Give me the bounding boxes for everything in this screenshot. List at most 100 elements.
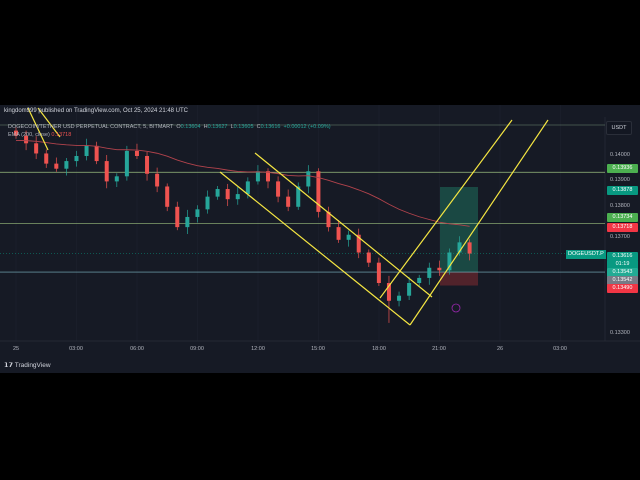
high-value: 0.13627 bbox=[207, 124, 228, 130]
tradingview-logo[interactable]: 𝟭𝟳 TradingView bbox=[4, 361, 51, 369]
candle-body bbox=[245, 181, 250, 195]
price-tick: 0.13900 bbox=[610, 177, 630, 183]
candle-body bbox=[114, 176, 119, 182]
time-tick: 21:00 bbox=[432, 346, 446, 352]
time-tick: 12:00 bbox=[251, 346, 265, 352]
low-value: 0.13605 bbox=[233, 124, 254, 130]
time-tick: 03:00 bbox=[69, 346, 83, 352]
candle-body bbox=[306, 171, 311, 187]
candle-body bbox=[417, 277, 422, 283]
price-tag: 0.13490 bbox=[607, 284, 638, 293]
price-chart[interactable] bbox=[0, 105, 640, 373]
candle-body bbox=[235, 194, 240, 200]
candle-body bbox=[124, 150, 129, 177]
symbol-legend: DOGECOIN/TETHER USD PERPETUAL CONTRACT, … bbox=[8, 124, 331, 130]
candle-body bbox=[24, 135, 29, 144]
price-tag: 0.13542 bbox=[607, 276, 638, 285]
long-position-loss-zone bbox=[440, 272, 478, 286]
candle-body bbox=[34, 143, 39, 154]
candle-body bbox=[427, 267, 432, 278]
candle-body bbox=[376, 262, 381, 283]
candle-body bbox=[437, 267, 442, 271]
candle-body bbox=[336, 227, 341, 240]
time-tick: 03:00 bbox=[553, 346, 567, 352]
time-tick: 25 bbox=[12, 346, 20, 352]
candle-body bbox=[346, 234, 351, 240]
candle-body bbox=[286, 196, 291, 207]
candle-body bbox=[84, 145, 89, 156]
change-value: +0.00012 (+0.09%) bbox=[283, 124, 331, 130]
candle-body bbox=[296, 186, 301, 207]
ema-legend[interactable]: EMA (200, close) 0.13718 bbox=[8, 132, 71, 138]
candle-body bbox=[134, 150, 139, 156]
brand-name: TradingView bbox=[14, 362, 51, 369]
open-value: 0.13604 bbox=[180, 124, 201, 130]
candle-body bbox=[467, 242, 472, 254]
close-value: 0.13616 bbox=[260, 124, 281, 130]
time-tick: 26 bbox=[496, 346, 504, 352]
trend-line bbox=[219, 171, 411, 326]
candle-body bbox=[155, 173, 160, 187]
trend-line bbox=[379, 119, 513, 299]
candle-body bbox=[316, 171, 321, 212]
ema-value: 0.13718 bbox=[51, 132, 72, 138]
price-tag: 0.13616 bbox=[607, 252, 638, 261]
candle-body bbox=[195, 209, 200, 217]
time-tick: 06:00 bbox=[130, 346, 144, 352]
candle-body bbox=[145, 156, 150, 174]
trend-line bbox=[254, 152, 433, 298]
candle-body bbox=[356, 234, 361, 253]
candle-body bbox=[44, 153, 49, 164]
price-tick: 0.13800 bbox=[610, 203, 630, 209]
time-tick: 18:00 bbox=[372, 346, 386, 352]
candle-body bbox=[175, 206, 180, 228]
candle-body bbox=[165, 186, 170, 207]
candle-body bbox=[276, 181, 281, 197]
close-label: C bbox=[256, 124, 261, 130]
high-label: H bbox=[203, 124, 208, 130]
low-label: L bbox=[230, 124, 234, 130]
candle-body bbox=[185, 216, 190, 228]
candle-body bbox=[407, 283, 412, 296]
price-tick: 0.14000 bbox=[610, 152, 630, 158]
candle-body bbox=[215, 189, 220, 197]
candle-body bbox=[326, 211, 331, 228]
symbol-name: DOGECOIN/TETHER USD PERPETUAL CONTRACT, … bbox=[8, 124, 174, 130]
published-info: kingdom999 published on TradingView.com,… bbox=[4, 108, 189, 114]
price-tag: 01:19 bbox=[607, 260, 638, 269]
candle-body bbox=[205, 196, 210, 210]
ema-line bbox=[15, 140, 470, 227]
candle-body bbox=[457, 242, 462, 253]
ema-label: EMA (200, close) bbox=[8, 132, 50, 138]
candle-body bbox=[14, 130, 18, 136]
candle-body bbox=[225, 189, 230, 200]
price-tag: 0.13878 bbox=[607, 186, 638, 195]
price-tag: 0.13936 bbox=[607, 164, 638, 173]
tradingview-logo-icon: 𝟭𝟳 bbox=[4, 362, 14, 369]
symbol-price-tag: DOGEUSDT.P bbox=[566, 250, 606, 259]
candle-body bbox=[447, 252, 452, 271]
currency-button[interactable]: USDT bbox=[606, 121, 632, 135]
time-tick: 09:00 bbox=[190, 346, 204, 352]
trend-line bbox=[27, 107, 49, 151]
lightning-event-icon bbox=[451, 303, 461, 313]
candle-body bbox=[94, 145, 99, 162]
chart-frame: kingdom999 published on TradingView.com,… bbox=[0, 105, 640, 373]
price-tag: 0.13718 bbox=[607, 223, 638, 232]
price-tag: 0.13734 bbox=[607, 213, 638, 222]
candle-body bbox=[255, 171, 260, 182]
price-tick: 0.13700 bbox=[610, 234, 630, 240]
candle-body bbox=[64, 161, 69, 169]
candle-body bbox=[74, 156, 79, 162]
price-tag: 0.13543 bbox=[607, 268, 638, 277]
candle-body bbox=[54, 163, 59, 169]
time-tick: 15:00 bbox=[311, 346, 325, 352]
candle-body bbox=[386, 283, 391, 301]
candle-body bbox=[397, 295, 402, 301]
price-tick: 0.13300 bbox=[610, 330, 630, 336]
trend-line bbox=[409, 119, 549, 326]
trend-line bbox=[37, 107, 61, 138]
candle-body bbox=[266, 171, 270, 182]
candle-body bbox=[104, 161, 109, 182]
long-position-profit-zone bbox=[440, 186, 478, 273]
